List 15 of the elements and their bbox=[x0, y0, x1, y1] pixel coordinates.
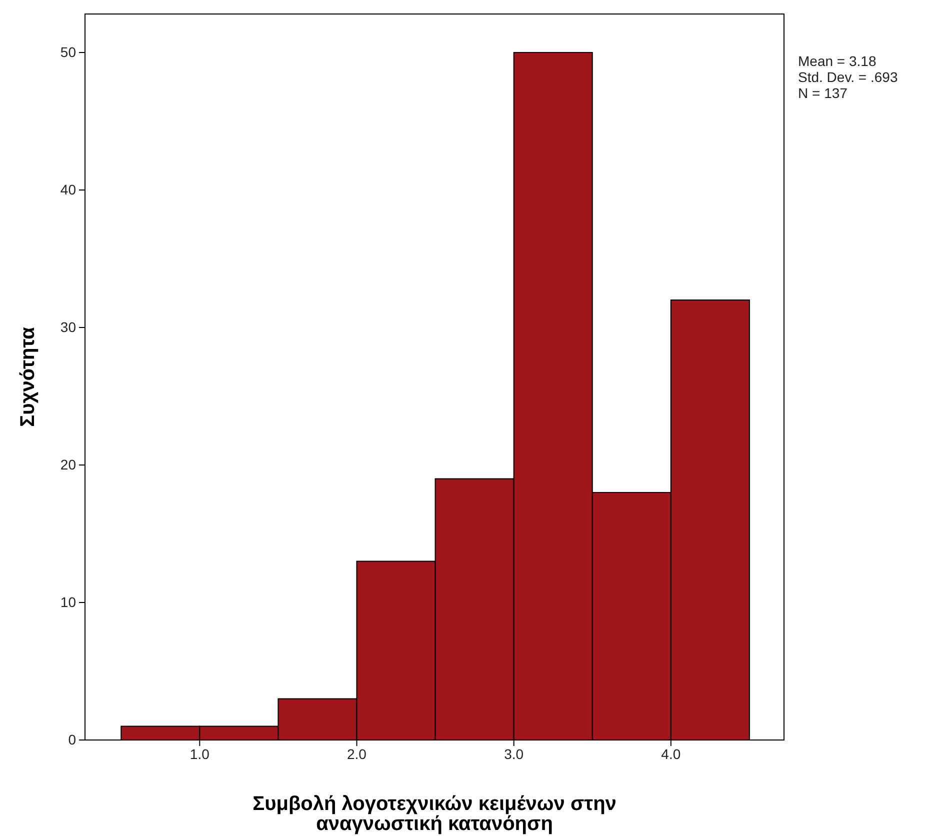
text: Mean = 3.18 bbox=[798, 53, 876, 69]
x-tick-label: 2.0 bbox=[347, 746, 367, 762]
y-tick-label: 50 bbox=[60, 44, 76, 60]
x-tick-label: 4.0 bbox=[661, 746, 681, 762]
y-tick-label: 30 bbox=[60, 318, 76, 335]
x-tick-label: 1.0 bbox=[190, 746, 210, 762]
x-axis-title: Συμβολή λογοτεχνικών κειμένων στην αναγνωστική κατανόηση bbox=[252, 793, 616, 835]
y-tick-label: 0 bbox=[68, 731, 76, 748]
text: N = 137 bbox=[798, 85, 848, 101]
y-tick-label: 10 bbox=[60, 594, 76, 610]
y-axis-title: Συχνότητα bbox=[17, 326, 39, 427]
y-tick-label: 20 bbox=[60, 456, 76, 472]
y-tick-label: 40 bbox=[60, 181, 76, 198]
text: Std. Dev. = .693 bbox=[798, 69, 898, 85]
x-tick-label: 3.0 bbox=[504, 746, 524, 762]
